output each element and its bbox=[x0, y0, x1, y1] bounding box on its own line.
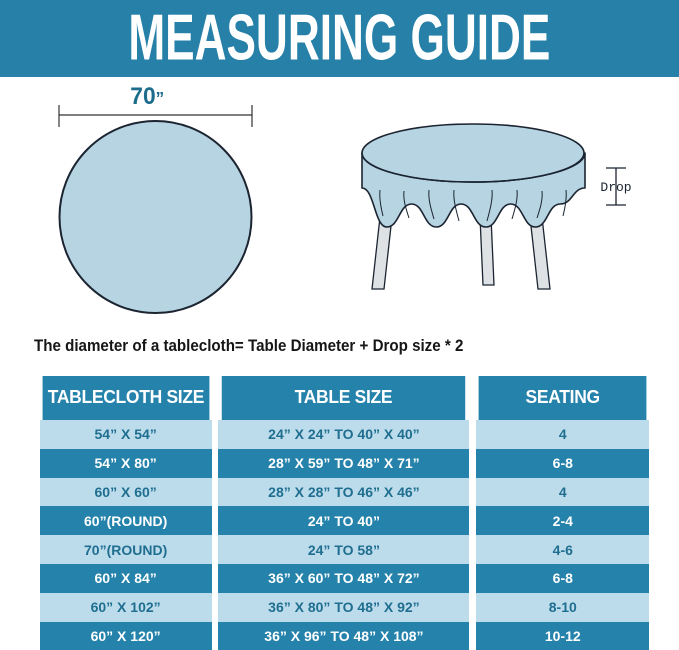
svg-text:Drop: Drop bbox=[600, 180, 631, 195]
svg-text:70”: 70” bbox=[130, 82, 164, 109]
